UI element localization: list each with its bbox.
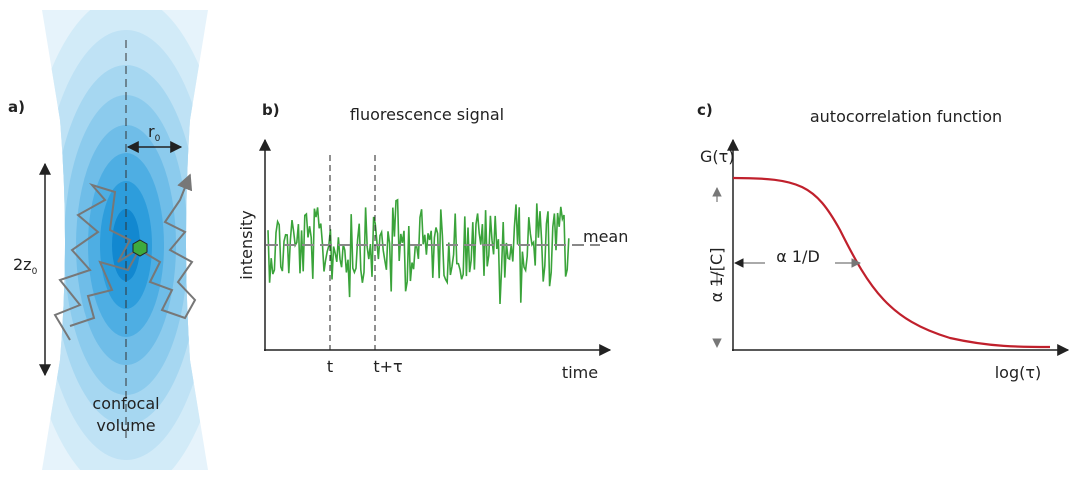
molecule — [132, 239, 148, 257]
t-tau-label: t+τ — [373, 357, 402, 376]
random-walk — [139, 173, 197, 320]
mean-label: mean — [583, 227, 628, 246]
signal-line — [267, 198, 570, 305]
y-axis-label: G(τ) — [700, 147, 735, 166]
x-axis-label: log(τ) — [995, 363, 1042, 382]
height-label: 2z0 — [13, 255, 38, 277]
autocorrelation-curve — [732, 176, 1051, 349]
t-label: t — [327, 357, 333, 376]
panel-title: fluorescence signal — [350, 105, 504, 124]
height-base: 2z — [13, 255, 32, 274]
amplitude-label: α 1/[C] — [707, 248, 726, 303]
panel-title: autocorrelation function — [810, 107, 1002, 126]
x-axis-label: time — [562, 363, 598, 382]
random-walk — [53, 183, 141, 341]
height-sub: 0 — [32, 267, 38, 277]
caption: confocal — [92, 394, 159, 413]
decay-label: α 1/D — [776, 247, 820, 266]
radius-base: r — [148, 122, 155, 141]
radius-label: r0 — [148, 122, 161, 144]
y-axis-label: intensity — [237, 210, 256, 279]
signal-trace — [267, 198, 570, 305]
radius-sub: 0 — [155, 134, 161, 144]
caption: volume — [96, 416, 155, 435]
panel-label: c) — [697, 101, 713, 119]
panel-label: b) — [262, 101, 280, 119]
panel-label: a) — [8, 98, 25, 116]
